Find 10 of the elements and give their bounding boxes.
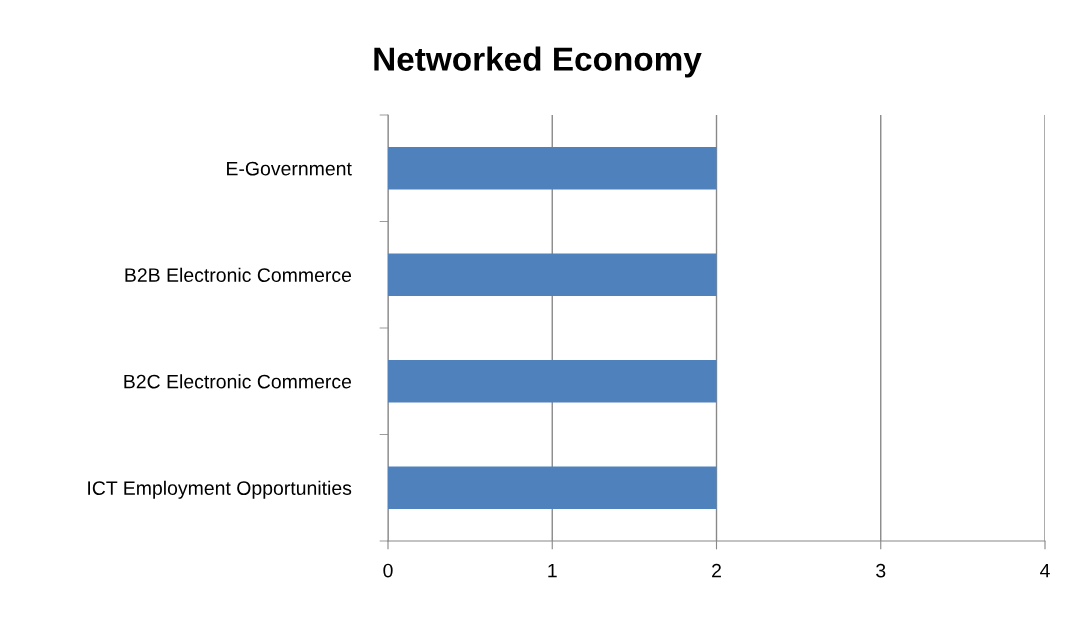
- x-tick-label: 4: [1040, 563, 1050, 578]
- x-tick-label: 0: [383, 563, 393, 578]
- x-tick-label: 1: [548, 563, 557, 578]
- y-tick-label: B2B Electronic Commerce: [125, 267, 352, 282]
- chart-title: Networked Economy: [374, 46, 702, 78]
- y-tick-label: B2C Electronic Commerce: [124, 374, 352, 389]
- y-tick-label: E-Government: [227, 161, 352, 176]
- y-tick-label: ICT Employment Opportunities: [88, 480, 352, 499]
- x-tick-label: 3: [876, 563, 886, 578]
- x-tick-label: 2: [712, 563, 721, 578]
